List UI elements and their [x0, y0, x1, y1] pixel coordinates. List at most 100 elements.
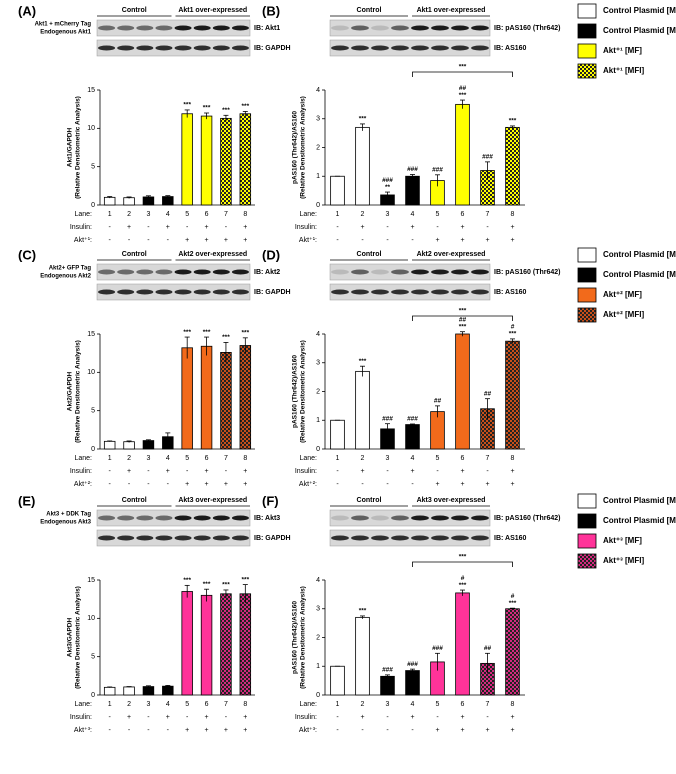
lane-cell: +: [460, 224, 464, 231]
lane-cell: 1: [336, 701, 340, 708]
lane-cell: 5: [185, 701, 189, 708]
lane-cell: +: [410, 468, 414, 475]
blot-band: [371, 25, 389, 31]
bar: [239, 593, 252, 696]
blot-band: [431, 45, 449, 51]
blot-band: [351, 289, 369, 295]
significance: ***: [359, 608, 367, 615]
row-label: Insulin:: [295, 714, 317, 721]
blot-band: [231, 535, 249, 541]
blot-band: [117, 515, 135, 521]
y-axis-label: pAS160 (Thr642)/AS160: [292, 355, 299, 428]
lane-cell: -: [167, 481, 170, 488]
blot-label: IB: pAS160 (Thr642): [494, 25, 561, 32]
row-label: Insulin:: [295, 224, 317, 231]
lane-cell: 2: [127, 701, 131, 708]
lane-cell: -: [225, 468, 228, 475]
lane-cell: 1: [336, 455, 340, 462]
significance: ##: [434, 398, 442, 405]
lane-cell: +: [510, 481, 514, 488]
blot-band: [212, 289, 230, 295]
row-label: Insulin:: [295, 468, 317, 475]
bar: [103, 686, 116, 696]
y-tick-label: 5: [91, 654, 95, 661]
blot-group: Control: [357, 251, 382, 258]
bar: [123, 197, 135, 206]
lane-cell: 2: [361, 701, 365, 708]
blot-band: [411, 515, 429, 521]
blot-band: [351, 515, 369, 521]
lane-cell: -: [411, 481, 414, 488]
bar: [405, 424, 420, 450]
lane-cell: +: [185, 481, 189, 488]
lane-cell: 8: [511, 455, 515, 462]
bar: [142, 196, 155, 206]
blot-band: [411, 289, 429, 295]
lane-cell: 4: [411, 211, 415, 218]
y-axis-label: (Relative Densitometric Analysis): [300, 340, 307, 443]
row-label: Lane:: [299, 701, 317, 708]
blot-band: [391, 535, 409, 541]
lane-cell: -: [147, 481, 150, 488]
lane-cell: 8: [511, 701, 515, 708]
blot-band: [174, 25, 192, 31]
row-label: Akt⁺²:: [299, 481, 317, 488]
bar: [455, 333, 470, 450]
comparison-label: ***: [459, 308, 467, 315]
blot-band: [331, 289, 349, 295]
lane-cell: -: [386, 468, 389, 475]
significance: ***: [183, 577, 191, 584]
lane-cell: 2: [127, 211, 131, 218]
blot-band: [212, 269, 230, 275]
bar: [355, 126, 370, 206]
lane-cell: 4: [166, 211, 170, 218]
significance: ***: [459, 92, 467, 99]
significance: #: [461, 575, 465, 582]
significance: ###: [382, 177, 393, 184]
significance: ***: [459, 323, 467, 330]
lane-cell: 7: [486, 211, 490, 218]
blot-band: [331, 535, 349, 541]
significance: ###: [432, 167, 443, 174]
blot-band: [411, 535, 429, 541]
blot-band: [371, 515, 389, 521]
lane-cell: 6: [205, 455, 209, 462]
blot-band: [471, 25, 489, 31]
blot-group: Control: [357, 7, 382, 14]
legend-label: Akt⁺² [MFI]: [603, 310, 644, 319]
significance: ##: [484, 390, 492, 397]
lane-cell: -: [336, 714, 339, 721]
y-tick-label: 15: [87, 87, 95, 94]
lane-cell: 1: [108, 211, 112, 218]
lane-cell: +: [185, 727, 189, 734]
bar: [123, 441, 135, 450]
lane-cell: -: [128, 481, 131, 488]
y-axis-label: pAS160 (Thr642)/AS160: [292, 601, 299, 674]
y-axis-label: (Relative Densitometric Analysis): [75, 340, 82, 443]
y-tick-label: 0: [316, 692, 320, 699]
legend-label: Control Plasmid [MF]: [603, 496, 676, 505]
legend-swatch: [577, 247, 597, 263]
lane-cell: +: [435, 727, 439, 734]
lane-cell: +: [205, 481, 209, 488]
lane-cell: 8: [243, 701, 247, 708]
lane-cell: +: [243, 237, 247, 244]
blot-band: [193, 45, 211, 51]
significance: ***: [203, 105, 211, 112]
bar: [200, 594, 213, 696]
lane-cell: +: [205, 224, 209, 231]
comparison-label: ***: [459, 64, 467, 71]
blot-band: [331, 515, 349, 521]
lane-cell: -: [109, 481, 112, 488]
lane-cell: -: [486, 714, 489, 721]
y-tick-label: 4: [316, 331, 320, 338]
y-axis-label: (Relative Densitometric Analysis): [300, 96, 307, 199]
blot-band: [391, 515, 409, 521]
lane-cell: -: [186, 714, 189, 721]
y-tick-label: 0: [91, 202, 95, 209]
lane-cell: 7: [224, 701, 228, 708]
lane-cell: +: [243, 727, 247, 734]
blot-label: IB: AS160: [494, 535, 527, 542]
blot-band: [371, 535, 389, 541]
bar: [162, 196, 174, 206]
